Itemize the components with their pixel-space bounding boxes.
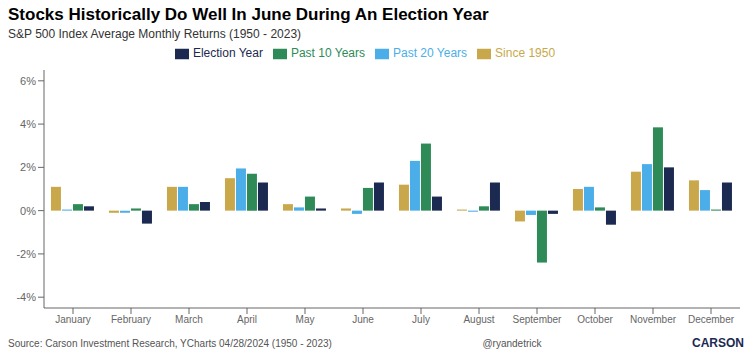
svg-text:March: March xyxy=(175,314,203,325)
html-text:Stocks Historically Do Well In: Stocks Historically Do Well In June Duri… xyxy=(8,5,489,24)
svg-text:April: April xyxy=(237,314,257,325)
svg-text:January: January xyxy=(55,314,91,325)
svg-text:December: December xyxy=(688,314,735,325)
html-text:CARSON: CARSON xyxy=(692,336,744,350)
svg-text:-2%: -2% xyxy=(16,248,36,260)
html-text:Source: Carson Investment Rese: Source: Carson Investment Research, YCha… xyxy=(8,337,332,349)
html-text:Past 10 Years: Past 10 Years xyxy=(290,46,365,60)
svg-text:2%: 2% xyxy=(20,161,36,173)
svg-text:June: June xyxy=(352,314,374,325)
svg-text:0%: 0% xyxy=(20,205,36,217)
svg-text:February: February xyxy=(111,314,151,325)
html-text:Election Year: Election Year xyxy=(192,46,263,60)
svg-text:October: October xyxy=(577,314,613,325)
svg-text:September: September xyxy=(513,314,563,325)
svg-text:July: July xyxy=(412,314,430,325)
svg-text:4%: 4% xyxy=(20,118,36,130)
html-text:Past 20 Years: Past 20 Years xyxy=(393,46,468,60)
svg-text:November: November xyxy=(630,314,677,325)
html-text:S&P 500 Index Average Monthly: S&P 500 Index Average Monthly Returns (1… xyxy=(8,27,302,41)
svg-text:August: August xyxy=(463,314,494,325)
svg-text:6%: 6% xyxy=(20,75,36,87)
html-text:Since 1950: Since 1950 xyxy=(495,46,556,60)
svg-text:May: May xyxy=(296,314,315,325)
html-text:@ryandetrick: @ryandetrick xyxy=(482,337,542,349)
svg-text:-4%: -4% xyxy=(16,291,36,303)
